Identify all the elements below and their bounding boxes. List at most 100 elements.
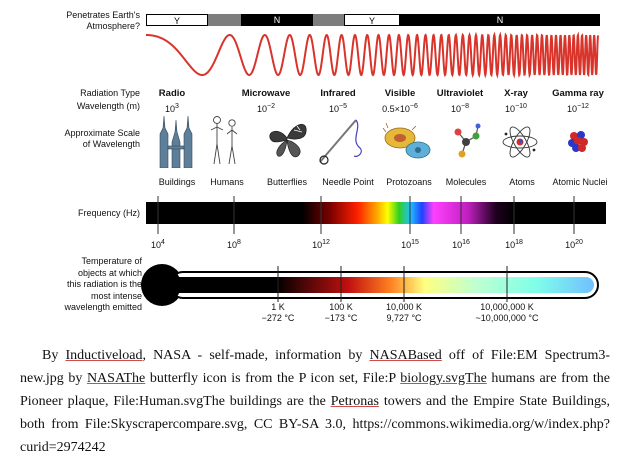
- temperature-tick-10000000k: 10,000,000 K ~10,000,000 °C: [476, 302, 539, 324]
- band-wavelength-visible-exp: −6: [409, 103, 418, 110]
- frequency-tick-label-8: 108: [227, 237, 241, 251]
- frequency-tick-base-15: 10: [401, 240, 412, 250]
- atmosphere-bar: Y N Y N: [146, 14, 600, 26]
- temperature-tick-10000k-celsius: 9,727 °C: [386, 313, 422, 323]
- atmosphere-segment-microwave: N: [273, 15, 281, 25]
- atom-icon: [502, 126, 538, 158]
- scale-label-protozoans: Protozoans: [386, 177, 432, 187]
- scale-label-molecules: Molecules: [445, 177, 487, 187]
- band-wavelength-infrared-exp: −5: [339, 103, 347, 110]
- band-name-xray: X-ray: [504, 88, 528, 99]
- temperature-tick-10000k: 10,000 K 9,727 °C: [386, 302, 422, 324]
- band-name-infrared: Infrared: [320, 88, 356, 99]
- caption-text-4: butterfly icon is from the P icon set, F…: [145, 371, 401, 386]
- caption-text-5: humans are from the Pioneer plaque, File…: [20, 371, 610, 409]
- caption-link-biology[interactable]: biology.svgThe: [400, 371, 487, 386]
- wavelength-wave: [146, 31, 599, 79]
- molecules-icon: [454, 123, 481, 158]
- thermometer-tube-fill: [170, 277, 594, 293]
- band-wavelength-radio-exp: 3: [175, 103, 179, 110]
- temperature-tick-100k-celsius: −173 °C: [324, 313, 358, 323]
- band-name-radio: Radio: [158, 88, 186, 99]
- scale-label-needle-point: Needle Point: [322, 177, 374, 187]
- atmosphere-segment-radio: Y: [146, 14, 208, 26]
- temperature-tick-1k: 1 K −272 °C: [262, 302, 295, 324]
- buildings-icon: [159, 115, 193, 168]
- frequency-tick-base-12: 10: [312, 240, 323, 250]
- band-wavelength-xray-base: 10: [505, 104, 516, 114]
- band-wavelength-radio-base: 10: [165, 104, 176, 114]
- frequency-label: Frequency (Hz): [77, 208, 140, 218]
- frequency-tick-exp-8: 8: [237, 239, 241, 246]
- temperature-tick-1k-kelvin: 1 K: [271, 302, 285, 312]
- band-wavelength-microwave-base: 10: [257, 104, 268, 114]
- band-wavelength-xray: 10−10: [505, 101, 527, 115]
- scale-label: Approximate Scale of Wavelength: [64, 128, 140, 149]
- temperature-tick-10000k-kelvin: 10,000 K: [385, 302, 423, 312]
- caption-link-nasathe[interactable]: NASAThe: [86, 371, 146, 386]
- frequency-tick-exp-18: 18: [515, 239, 523, 246]
- frequency-tick-label-12: 1012: [312, 237, 330, 251]
- frequency-tick-base-8: 10: [227, 240, 238, 250]
- frequency-tick-base-20: 10: [565, 240, 576, 250]
- caption-text-2: , NASA - self-made, information by: [142, 348, 370, 363]
- temperature-tick-100k: 100 K −173 °C: [325, 302, 358, 324]
- caption-text-3: off of File:EM Spectrum3-new.jpg by: [20, 348, 611, 386]
- band-wavelength-ultraviolet: 10−8: [451, 101, 469, 115]
- band-wavelength-infrared-base: 10: [329, 104, 340, 114]
- caption-text-1: By: [42, 348, 66, 363]
- frequency-tick-base-4: 10: [151, 240, 162, 250]
- frequency-tick-marks: [157, 196, 575, 234]
- temperature-tick-10000000k-kelvin: 10,000,000 K: [480, 302, 534, 312]
- temperature-tick-100k-kelvin: 100 K: [329, 302, 353, 312]
- atmosphere-label: Penetrates Earth's Atmosphere?: [66, 10, 140, 31]
- scale-label-buildings: Buildings: [158, 177, 196, 187]
- atmosphere-segment-visible: Y: [344, 14, 400, 26]
- band-wavelength-gamma: 10−12: [567, 101, 589, 115]
- thermometer-bulb-joint: [143, 266, 181, 304]
- frequency-tick-exp-4: 4: [161, 239, 165, 246]
- frequency-tick-label-16: 1016: [452, 237, 470, 251]
- band-wavelength-gamma-base: 10: [567, 104, 578, 114]
- temperature-tick-10000000k-celsius: ~10,000,000 °C: [475, 313, 539, 323]
- frequency-tick-exp-15: 15: [411, 239, 419, 246]
- frequency-tick-base-18: 10: [505, 240, 516, 250]
- band-name-gamma: Gamma ray: [552, 88, 604, 99]
- temperature-tick-1k-celsius: −272 °C: [261, 313, 295, 323]
- frequency-tick-exp-20: 20: [575, 239, 583, 246]
- scale-label-humans: Humans: [210, 177, 244, 187]
- frequency-bar: [146, 202, 606, 224]
- band-wavelength-gamma-exp: −12: [577, 103, 589, 110]
- band-wavelength-xray-exp: −10: [515, 103, 527, 110]
- band-wavelength-microwave-exp: −2: [267, 103, 275, 110]
- frequency-tick-base-16: 10: [452, 240, 463, 250]
- caption-link-nasabased[interactable]: NASABased: [369, 348, 442, 363]
- band-name-visible: Visible: [384, 88, 416, 99]
- caption-link-petronas[interactable]: Petronas: [330, 394, 379, 409]
- humans-icon: [210, 116, 238, 165]
- scale-label-atomic-nuclei: Atomic Nuclei: [552, 177, 608, 187]
- wavelength-label: Wavelength (m): [76, 101, 140, 111]
- caption-text-6: towers and the Empire State Buildings, b…: [20, 394, 610, 455]
- frequency-tick-label-4: 104: [151, 237, 165, 251]
- band-wavelength-visible-base: 0.5×10: [382, 104, 410, 114]
- butterfly-icon: [269, 124, 307, 158]
- scale-label-butterflies: Butterflies: [266, 177, 308, 187]
- wave-curve: [146, 31, 599, 79]
- needle-icon: [319, 119, 362, 165]
- atmosphere-segment-partial-1: [208, 14, 241, 26]
- frequency-spectrum: [146, 202, 606, 224]
- band-wavelength-ultraviolet-base: 10: [451, 104, 462, 114]
- frequency-tick-label-20: 1020: [565, 237, 583, 251]
- radiation-type-label: Radiation Type: [80, 88, 140, 98]
- temperature-label: Temperature of objects at which this rad…: [64, 256, 142, 313]
- band-wavelength-microwave: 10−2: [257, 101, 275, 115]
- attribution-caption: By Inductiveload, NASA - self-made, info…: [20, 344, 610, 459]
- frequency-tick-exp-12: 12: [322, 239, 330, 246]
- band-wavelength-visible: 0.5×10−6: [382, 101, 418, 115]
- temperature-thermometer: [141, 264, 599, 306]
- caption-link-inductiveload[interactable]: Inductiveload: [65, 348, 143, 363]
- band-name-microwave: Microwave: [241, 88, 291, 99]
- scale-label-atoms: Atoms: [509, 177, 535, 187]
